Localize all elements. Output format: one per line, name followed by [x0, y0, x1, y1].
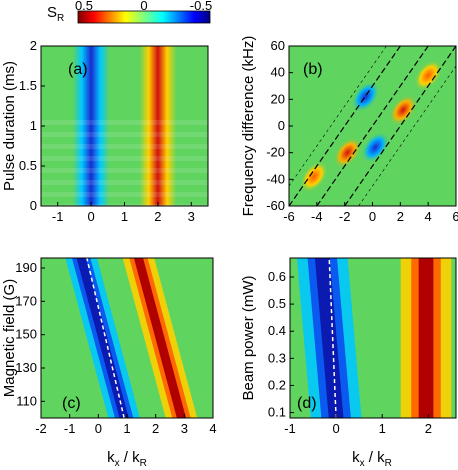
panel-b-ytick-label: 20 [271, 91, 285, 106]
panel-b-dashed-line [358, 65, 456, 206]
panel-b-ytick-label: 0 [278, 118, 285, 133]
panel-b-ytick-label: -60 [266, 198, 285, 213]
panel-c-xtick-label: 0 [95, 421, 102, 436]
panel-b-dashed-line [344, 46, 456, 206]
panel-b-dashed-line [289, 46, 401, 206]
panel-d-xtick-label: 2 [425, 421, 432, 436]
panel-a: -1 0 1 2 3 0 0.5 1 1.5 2 (a) Pulse duration (ms) [1, 38, 209, 224]
panel-c-ytick-label: 190 [15, 260, 37, 275]
panel-a-label: (a) [68, 61, 88, 78]
panel-a-ytick-label: 0.5 [19, 158, 37, 173]
panel-d-ytick-label: 0.5 [268, 296, 286, 311]
panel-d-label: (d) [297, 395, 317, 412]
panel-c: -2 -1 0 1 2 3 4 110 130 150 170 190 (c) Magnetic fi… [1, 257, 217, 469]
panel-b-dashed-line [289, 46, 387, 187]
panel-d-ytick-label: 0.2 [268, 377, 286, 392]
colorbar-label: SR [47, 4, 64, 24]
panel-b-xtick-label: -2 [339, 209, 351, 224]
panel-c-xtick-label: 2 [152, 421, 159, 436]
panel-a-heatmap [41, 46, 208, 206]
panel-c-band-negative [76, 258, 129, 418]
panel-b-blob [414, 59, 443, 92]
panel-d-band-negative [314, 258, 344, 418]
panel-a-xtick-label: -1 [52, 209, 64, 224]
panel-c-xtick-label: -2 [35, 421, 47, 436]
colorbar-label-sub: R [57, 13, 64, 24]
panel-d-xtick-label: 0 [332, 421, 339, 436]
panel-d-xtick-label: 1 [379, 421, 386, 436]
panel-a-xtick-label: 1 [121, 209, 128, 224]
panel-a-ytick-label: 1.5 [19, 78, 37, 93]
panel-b-xtick-label: -4 [311, 209, 323, 224]
panel-b-blob [389, 94, 418, 126]
panel-b-heatmap [289, 46, 456, 206]
colorbar-tick-1: 0 [140, 0, 147, 13]
panel-b-xtick-label: 0 [369, 209, 376, 224]
panel-b-label: (b) [303, 61, 323, 78]
panel-b-blob [361, 131, 390, 164]
panel-c-xlabel: kx / kR [107, 449, 147, 469]
panel-b-blob [333, 136, 362, 169]
panel-a-ytick-label: 2 [30, 38, 37, 53]
panel-c-xtick-label: -1 [64, 421, 76, 436]
panel-b-ytick-label: 60 [271, 38, 285, 53]
panel-b-ytick-label: -40 [266, 171, 285, 186]
panel-d-ylabel: Beam power (mW) [240, 275, 257, 400]
panel-c-band-positive [133, 258, 187, 418]
panel-c-xtick-label: 3 [181, 421, 188, 436]
panel-a-xtick-label: 0 [87, 209, 94, 224]
panel-d-heatmap [290, 258, 456, 418]
panel-c-ytick-label: 170 [15, 293, 37, 308]
panel-c-heatmap [41, 258, 213, 418]
panel-a-ylabel: Pulse duration (ms) [1, 61, 18, 191]
panel-d-band-positive [418, 258, 434, 418]
colorbar-tick-0: 0.5 [75, 0, 93, 13]
panel-c-ytick-label: 110 [16, 393, 37, 408]
panel-b-dashed-line [316, 46, 429, 206]
panel-a-ytick-label: 1 [30, 118, 37, 133]
panel-c-xtick-label: 1 [123, 421, 130, 436]
panel-d-xtick-label: -1 [284, 421, 296, 436]
panel-b-xtick-label: -6 [283, 209, 295, 224]
panel-d-xlabel: kx / kR [352, 449, 392, 469]
panel-c-ytick-label: 130 [15, 360, 37, 375]
panel-a-xtick-label: 2 [154, 209, 161, 224]
panel-b-xtick-label: 2 [397, 209, 404, 224]
colorbar-tick-2: -0.5 [190, 0, 212, 13]
panel-c-ylabel: Magnetic field (G) [1, 279, 18, 397]
panel-b-blob [299, 160, 329, 193]
panel-d-ytick-label: 0.6 [268, 269, 286, 284]
panel-a-xtick-label: 3 [188, 209, 195, 224]
panel-c-xtick-label: 4 [209, 421, 216, 436]
panel-b-ytick-label: 40 [271, 65, 285, 80]
panel-d-dashed-line [328, 258, 337, 418]
colorbar-bar [77, 10, 211, 24]
panel-d-ytick-label: 0.1 [268, 405, 286, 420]
panel-a-ytick-label: 0 [30, 198, 37, 213]
panel-b-ylabel: Frequency difference (kHz) [240, 36, 257, 217]
colorbar: SR 0.5 0 -0.5 [47, 0, 212, 24]
panel-b-blob [351, 80, 380, 113]
panel-b-xtick-label: 6 [452, 209, 458, 224]
panel-b-xtick-label: 4 [425, 209, 432, 224]
panel-c-dashed-line [86, 258, 125, 418]
panel-d-ytick-label: 0.4 [268, 323, 286, 338]
panel-b-ytick-label: -20 [266, 145, 285, 160]
panel-d-ytick-label: 0.3 [268, 350, 286, 365]
panel-c-ytick-label: 150 [15, 327, 37, 342]
panel-d: -1 0 1 2 0.1 0.2 0.3 0.4 0.5 0.6 (d) Beam power (… [240, 257, 457, 469]
panel-c-label: (c) [62, 395, 81, 412]
